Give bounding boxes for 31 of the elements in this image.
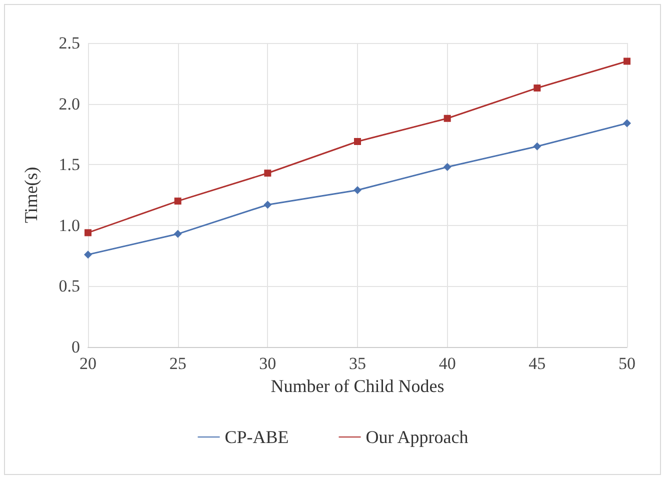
y-tick-label: 2.5: [58, 34, 80, 52]
point: [444, 114, 451, 122]
point: [84, 229, 92, 236]
y-tick-label: 0: [72, 338, 80, 356]
y-tick-label: 1.5: [58, 155, 80, 174]
x-tick-label: 45: [528, 354, 546, 373]
point: [174, 198, 182, 205]
x-tick-label: 30: [259, 354, 276, 373]
legend-label: CP-ABE: [224, 427, 289, 447]
x-axis-title: Number of Child Nodes: [270, 376, 444, 396]
point: [354, 138, 361, 145]
y-tick-label: 2.0: [58, 94, 80, 114]
y-tick-label: 0.5: [58, 276, 80, 296]
point: [623, 119, 631, 128]
x-tick-label: 20: [80, 354, 96, 373]
point: [84, 250, 92, 259]
legend-label: Our Approach: [366, 427, 468, 447]
x-tick-label: 25: [169, 354, 186, 373]
y-tick-label: 1.0: [58, 216, 80, 235]
x-tick-label: 50: [618, 354, 636, 373]
point: [264, 200, 272, 209]
x-tick-label: 40: [438, 354, 456, 373]
y-axis-title: Time(s): [21, 166, 41, 224]
point: [533, 142, 542, 150]
point: [443, 163, 452, 172]
point: [354, 186, 362, 194]
point: [264, 170, 272, 177]
point: [624, 58, 630, 65]
point: [174, 230, 182, 238]
x-tick-label: 35: [349, 354, 366, 373]
point: [534, 84, 541, 92]
